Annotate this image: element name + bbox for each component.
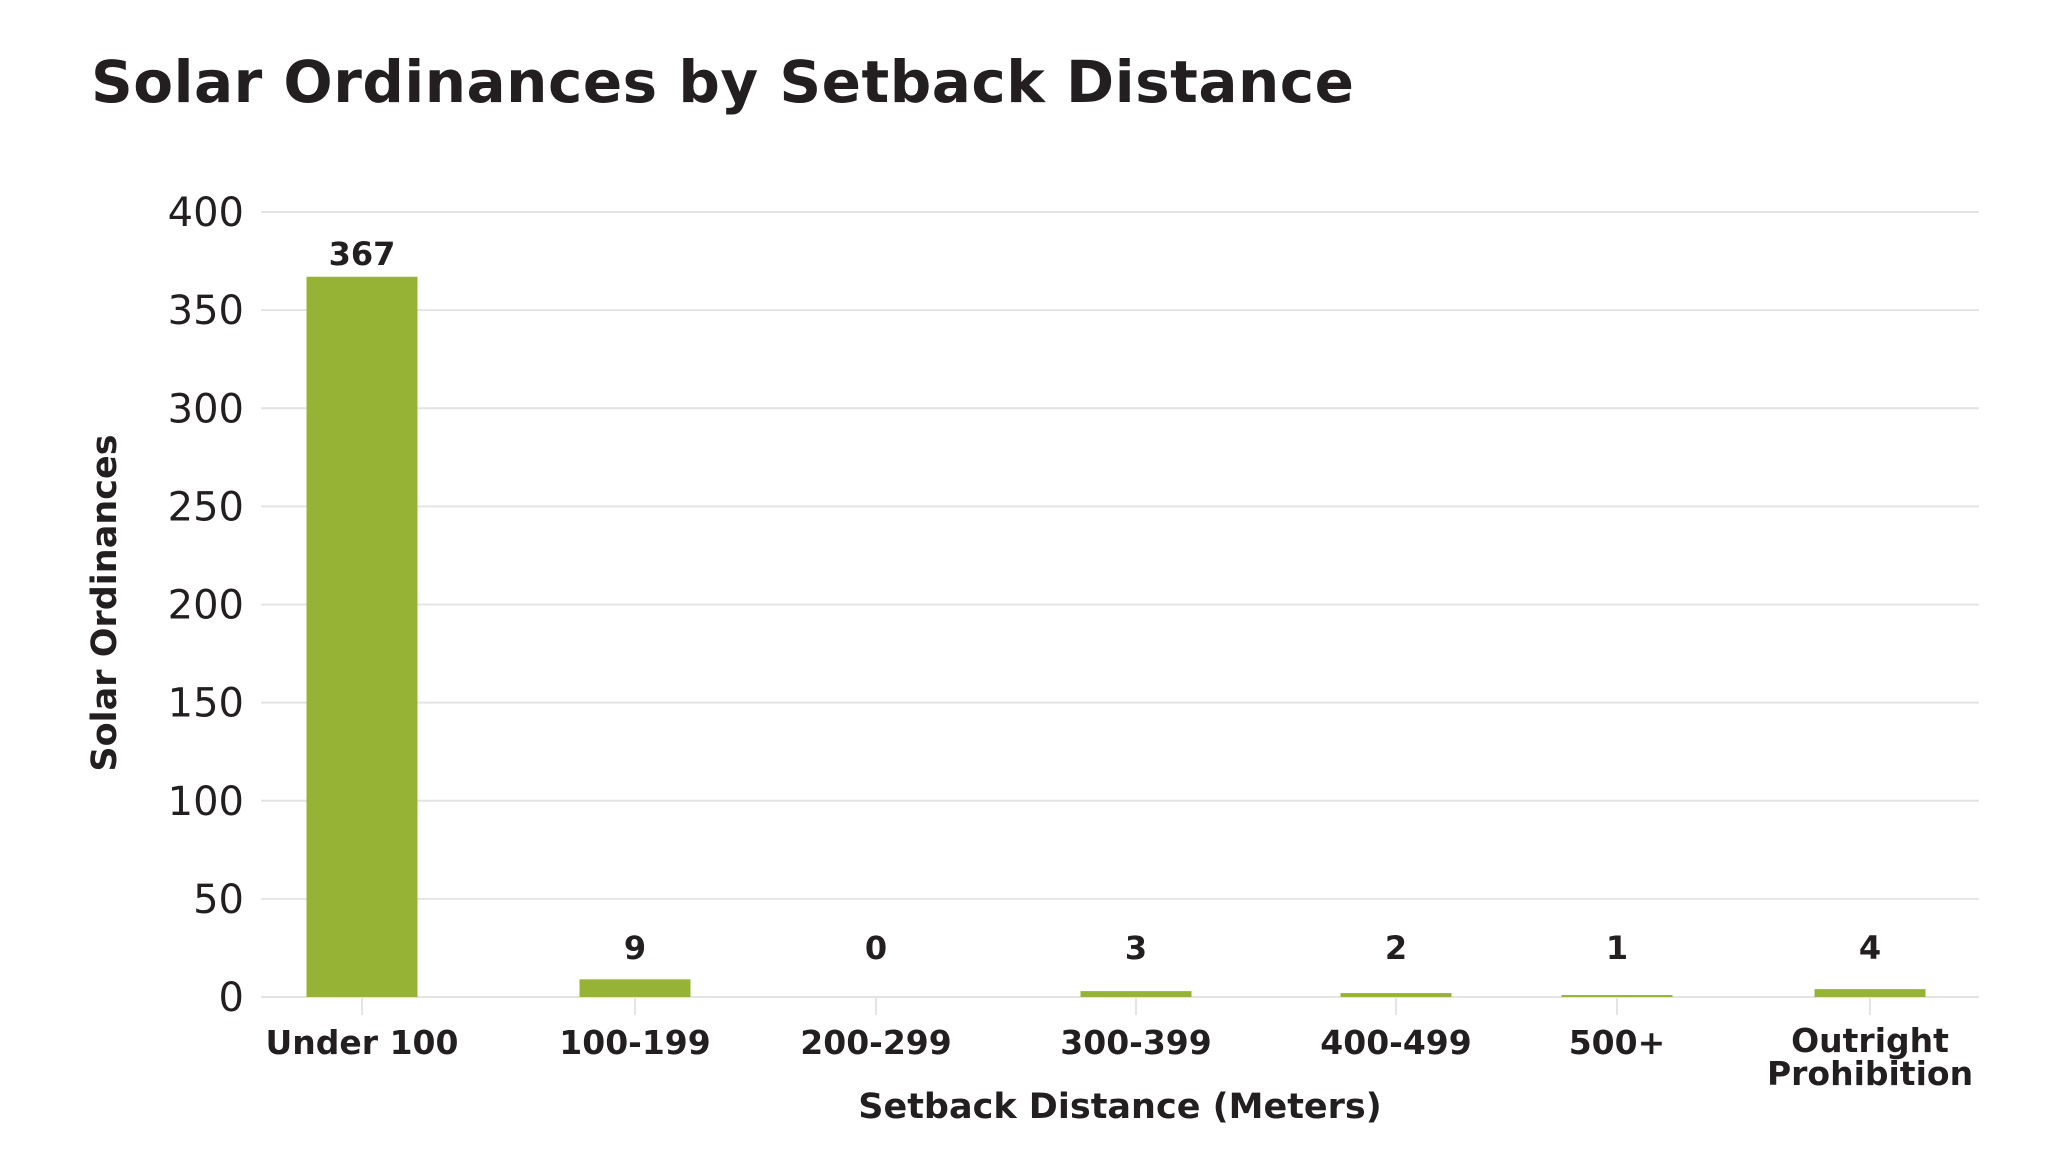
bar [306,276,418,997]
y-tick-label: 250 [168,484,244,530]
x-tick-label: 300-399 [1060,1023,1211,1062]
x-tick-label-line: Outright [1791,1021,1949,1060]
value-label: 0 [865,929,887,967]
x-tick-label: 500+ [1569,1023,1666,1062]
x-tick-label: 200-299 [800,1023,951,1062]
value-label: 2 [1385,929,1407,967]
x-axis-title: Setback Distance (Meters) [858,1087,1382,1127]
y-tick-label: 200 [168,583,244,629]
y-tick-label: 150 [168,681,244,727]
value-label: 9 [624,929,646,967]
value-label: 3 [1125,929,1147,967]
y-tick-label: 50 [193,877,244,923]
y-axis-title: Solar Ordinances [85,434,125,771]
y-tick-label: 400 [168,190,244,236]
x-tick-label: 400-499 [1320,1023,1471,1062]
bar [1340,993,1452,997]
bar [579,979,691,997]
bar [1561,995,1673,997]
value-label: 367 [329,235,396,273]
x-tick-label: 100-199 [559,1023,710,1062]
chart-title: Solar Ordinances by Setback Distance [91,48,1355,116]
y-tick-label: 100 [168,779,244,825]
y-tick-label: 0 [219,975,244,1021]
x-tick-label: Under 100 [266,1023,459,1062]
y-tick-label: 350 [168,288,244,334]
x-tick-label-line: Prohibition [1767,1054,1973,1093]
y-tick-label: 300 [168,386,244,432]
value-label: 1 [1606,929,1628,967]
bar [1814,989,1926,997]
value-label: 4 [1859,929,1881,967]
bar [1080,991,1192,997]
